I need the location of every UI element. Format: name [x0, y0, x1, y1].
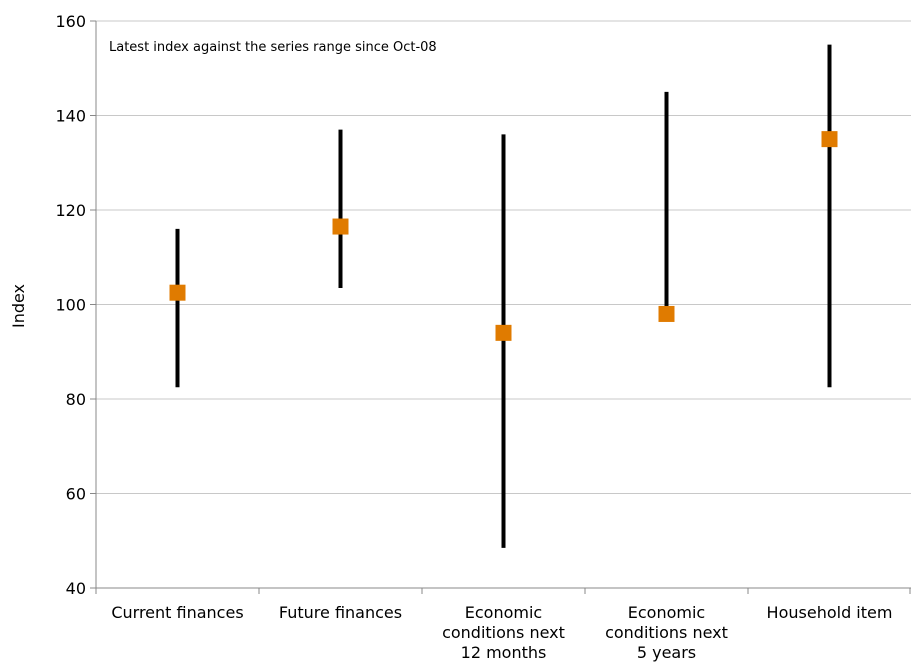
- latest-marker: [332, 218, 349, 235]
- x-category-labels: Current finances Future finances Economic c…: [111, 603, 892, 662]
- y-tick-label: 80: [66, 390, 86, 409]
- y-axis-title: Index: [9, 284, 28, 328]
- x-category-label-line: Household item: [767, 603, 893, 622]
- latest-markers: [169, 131, 838, 341]
- y-tick-label: 40: [66, 579, 86, 598]
- x-category-label: Household item: [767, 603, 893, 622]
- y-tick-labels: 40 60 80 100 120 140 160: [55, 12, 86, 598]
- y-tick-label: 60: [66, 485, 86, 504]
- x-category-label-line: conditions next: [605, 623, 728, 642]
- x-category-label-line: Economic: [465, 603, 542, 622]
- range-bars: [175, 44, 832, 548]
- x-category-label: Future finances: [279, 603, 402, 622]
- y-tick-label: 140: [55, 107, 86, 126]
- x-category-label: Economic conditions next 12 months: [442, 603, 565, 662]
- x-category-label-line: Current finances: [111, 603, 243, 622]
- axes: [90, 20, 911, 594]
- chart-annotation: Latest index against the series range si…: [109, 40, 437, 55]
- y-tick-label: 100: [55, 296, 86, 315]
- x-category-label-line: 12 months: [461, 643, 547, 662]
- x-category-label: Current finances: [111, 603, 243, 622]
- latest-marker: [658, 305, 675, 322]
- x-category-label-line: 5 years: [637, 643, 696, 662]
- y-tick-label: 120: [55, 201, 86, 220]
- x-category-label-line: conditions next: [442, 623, 565, 642]
- x-category-label-line: Future finances: [279, 603, 402, 622]
- latest-marker: [821, 131, 838, 148]
- x-category-label: Economic conditions next 5 years: [605, 603, 728, 662]
- y-tick-label: 160: [55, 12, 86, 31]
- x-category-label-line: Economic: [628, 603, 705, 622]
- latest-marker: [169, 284, 186, 301]
- latest-marker: [495, 324, 512, 341]
